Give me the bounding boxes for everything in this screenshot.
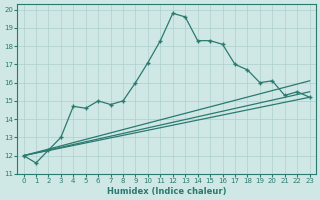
X-axis label: Humidex (Indice chaleur): Humidex (Indice chaleur): [107, 187, 226, 196]
